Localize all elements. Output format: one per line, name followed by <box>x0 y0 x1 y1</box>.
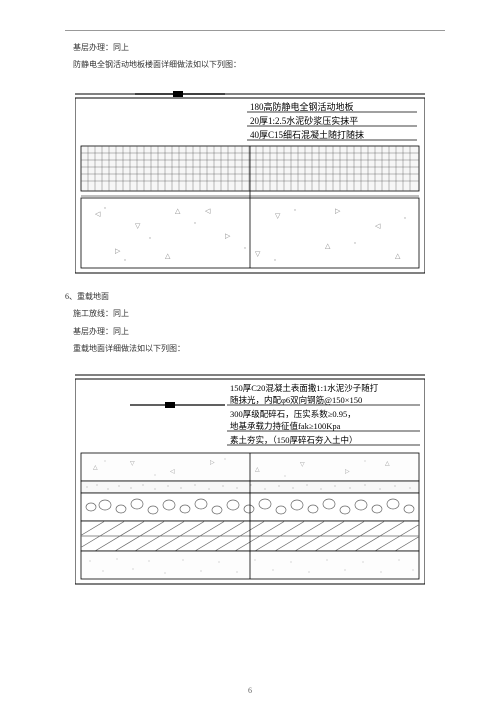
svg-text:△: △ <box>165 252 171 260</box>
figure2-svg: 150厚C20混凝土表面撒1:1水泥沙子随打 随抹光，内配φ6双向钢筋@150×… <box>75 361 425 586</box>
section-number: 6、 <box>65 292 77 301</box>
svg-text:▷: ▷ <box>115 247 121 255</box>
svg-text:40厚C15细石混凝土随打随抹: 40厚C15细石混凝土随打随抹 <box>250 129 364 140</box>
svg-text:▽: ▽ <box>130 461 135 467</box>
para-base-treatment-1: 基层办理：同上 <box>65 41 445 55</box>
section-title: 重载地面 <box>77 292 109 301</box>
svg-text:▽: ▽ <box>135 222 141 230</box>
svg-text:素土夯实，（150厚碎石夯入土中）: 素土夯实，（150厚碎石夯入土中） <box>230 435 358 445</box>
svg-text:150厚C20混凝土表面撒1:1水泥沙子随打: 150厚C20混凝土表面撒1:1水泥沙子随打 <box>230 383 379 393</box>
svg-text:地基承载力持征值fak≥100Kpa: 地基承载力持征值fak≥100Kpa <box>230 421 341 431</box>
figure-antistatic-floor: 180高防静电全钢活动地板 20厚1:2.5水泥砂浆压实抹平 40厚C15细石混… <box>75 78 425 280</box>
svg-text:180高防静电全钢活动地板: 180高防静电全钢活动地板 <box>250 101 354 112</box>
svg-text:△: △ <box>385 461 390 467</box>
svg-text:▽: ▽ <box>255 250 261 258</box>
svg-text:▽: ▽ <box>300 462 305 468</box>
figure1-svg: 180高防静电全钢活动地板 20厚1:2.5水泥砂浆压实抹平 40厚C15细石混… <box>75 78 425 278</box>
svg-text:△: △ <box>175 207 181 215</box>
svg-text:△: △ <box>325 242 331 250</box>
svg-text:◁: ◁ <box>170 469 175 475</box>
para-construction-line: 施工放线：同上 <box>65 307 445 321</box>
svg-text:随抹光，内配φ6双向钢筋@150×150: 随抹光，内配φ6双向钢筋@150×150 <box>230 395 362 405</box>
para-fig2-caption: 重载地面详细做法如以下列图： <box>65 342 445 356</box>
svg-text:▷: ▷ <box>210 460 215 466</box>
svg-text:△: △ <box>255 467 260 473</box>
svg-text:300厚级配碎石，压实系数≥0.95，: 300厚级配碎石，压实系数≥0.95， <box>230 409 356 419</box>
svg-text:△: △ <box>395 252 401 260</box>
page-number: 6 <box>0 686 500 695</box>
svg-text:▽: ▽ <box>275 212 281 220</box>
top-rule <box>65 30 445 31</box>
figure-heavy-load-floor: 150厚C20混凝土表面撒1:1水泥沙子随打 随抹光，内配φ6双向钢筋@150×… <box>75 361 425 588</box>
section-heading: 6、重载地面 <box>65 290 445 304</box>
svg-text:◁: ◁ <box>375 222 381 230</box>
svg-text:◁: ◁ <box>205 207 211 215</box>
svg-text:▷: ▷ <box>225 232 231 240</box>
para-base-treatment-2: 基层办理：同上 <box>65 325 445 339</box>
para-fig1-caption: 防静电全钢活动地板楼面详细做法如以下列图： <box>65 58 445 72</box>
svg-text:◁: ◁ <box>95 210 101 218</box>
svg-text:20厚1:2.5水泥砂浆压实抹平: 20厚1:2.5水泥砂浆压实抹平 <box>250 115 358 126</box>
document-page: 基层办理：同上 防静电全钢活动地板楼面详细做法如以下列图： 180高防静电全钢活… <box>0 0 500 707</box>
svg-text:△: △ <box>93 465 98 471</box>
svg-text:▷: ▷ <box>335 207 341 215</box>
svg-text:▷: ▷ <box>345 469 350 475</box>
